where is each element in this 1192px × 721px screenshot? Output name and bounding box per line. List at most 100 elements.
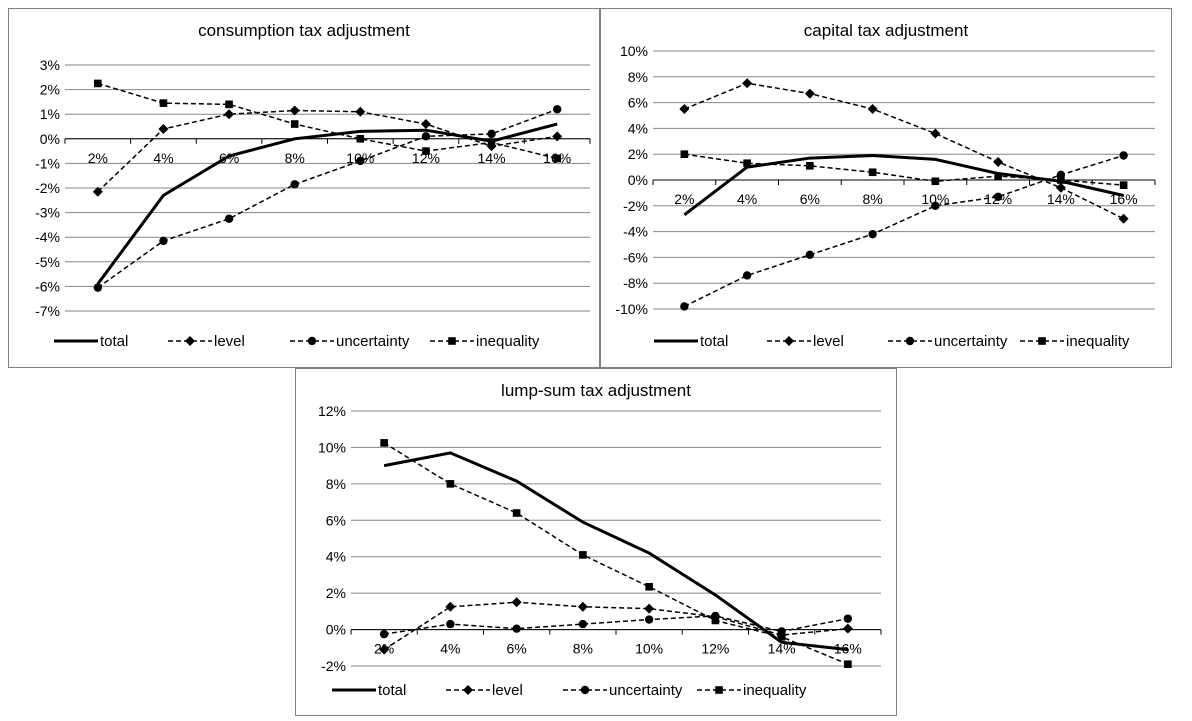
y-tick-label: -2% bbox=[321, 658, 346, 674]
data-point-level bbox=[842, 623, 853, 634]
data-point-inequality bbox=[380, 439, 388, 447]
legend-marker-uncertainty bbox=[307, 336, 317, 346]
series-line-total bbox=[96, 122, 558, 285]
data-point-uncertainty bbox=[379, 629, 389, 639]
y-tick-label: 6% bbox=[326, 512, 346, 528]
data-point-inequality bbox=[777, 633, 786, 641]
data-point-inequality bbox=[743, 159, 751, 168]
data-point-level bbox=[158, 123, 169, 134]
y-tick-label: -3% bbox=[35, 205, 60, 221]
x-tick-label: 10% bbox=[921, 191, 949, 207]
gridlines bbox=[65, 64, 590, 312]
y-tick-label: 2% bbox=[40, 82, 60, 98]
y-tick-label: 2% bbox=[326, 585, 346, 601]
x-tick-label: 2% bbox=[674, 191, 694, 207]
x-tick-label: 4% bbox=[737, 191, 757, 207]
data-point-uncertainty bbox=[421, 132, 431, 141]
legend-marker-level bbox=[463, 685, 473, 695]
x-tick-label: 14% bbox=[1047, 191, 1075, 207]
data-point-inequality bbox=[579, 551, 587, 559]
y-tick-label: -1% bbox=[35, 155, 60, 171]
chart-frame bbox=[295, 368, 897, 716]
data-point-level bbox=[644, 603, 655, 614]
data-point-level bbox=[379, 644, 390, 655]
chart-panel-lump-sum: lump-sum tax adjustment 12% 10% 8% 6% 4% 2% 0% -… bbox=[295, 368, 897, 716]
y-tick-label: -6% bbox=[623, 249, 648, 265]
data-point-level bbox=[577, 601, 588, 612]
series-level bbox=[679, 78, 1129, 224]
y-tick-label: 8% bbox=[628, 69, 648, 85]
data-point-level bbox=[742, 78, 753, 89]
data-point-uncertainty bbox=[680, 302, 689, 311]
data-point-inequality bbox=[994, 172, 1002, 180]
data-point-inequality bbox=[159, 99, 168, 107]
data-point-inequality bbox=[446, 480, 455, 488]
data-point-uncertainty bbox=[512, 624, 521, 633]
legend-marker-level bbox=[185, 336, 195, 346]
chart-title: capital tax adjustment bbox=[804, 21, 969, 40]
data-point-uncertainty bbox=[159, 236, 168, 246]
chart-frame bbox=[600, 8, 1172, 368]
data-point-inequality bbox=[356, 135, 365, 143]
data-point-uncertainty bbox=[578, 619, 588, 629]
data-point-uncertainty bbox=[487, 129, 496, 139]
data-point-level bbox=[224, 109, 235, 120]
legend-label-uncertainty: uncertainty bbox=[609, 682, 683, 699]
data-point-level bbox=[92, 186, 103, 197]
series-line-uncertainty bbox=[97, 108, 558, 289]
legend-label-level: level bbox=[813, 333, 844, 350]
series-line-level bbox=[383, 601, 848, 651]
chart-panel-consumption: consumption tax adjustment 3% 2% 1% 0% -1% -2%… bbox=[8, 8, 600, 368]
y-tick-label: 12% bbox=[318, 403, 346, 419]
gridlines bbox=[351, 410, 881, 667]
chart-title: consumption tax adjustment bbox=[198, 21, 410, 40]
data-point-uncertainty bbox=[93, 283, 103, 292]
data-point-inequality bbox=[680, 150, 689, 158]
legend-label-inequality: inequality bbox=[743, 682, 807, 699]
y-tick-label: 6% bbox=[628, 95, 648, 111]
data-point-inequality bbox=[487, 138, 496, 147]
x-tick-label: 14% bbox=[478, 150, 506, 166]
y-tick-label: -4% bbox=[35, 229, 60, 245]
data-point-inequality bbox=[512, 509, 521, 517]
series-line-level bbox=[97, 109, 558, 193]
y-tick-label: -2% bbox=[623, 198, 648, 214]
data-point-level bbox=[1055, 182, 1066, 193]
x-tick-label: 4% bbox=[440, 641, 460, 657]
data-point-inequality bbox=[553, 154, 561, 163]
data-point-inequality bbox=[711, 616, 720, 625]
data-point-inequality bbox=[844, 660, 852, 668]
series-inequality bbox=[94, 79, 561, 163]
series-total bbox=[96, 122, 558, 285]
legend-marker-uncertainty bbox=[580, 685, 590, 695]
data-point-level bbox=[355, 106, 366, 117]
y-tick-label: -7% bbox=[35, 303, 60, 319]
data-point-inequality bbox=[1119, 181, 1128, 189]
y-tick-label: -2% bbox=[35, 180, 60, 196]
x-tick-label: 8% bbox=[863, 191, 883, 207]
legend-label-level: level bbox=[214, 333, 245, 350]
series-uncertainty bbox=[93, 105, 562, 292]
legend-label-uncertainty: uncertainty bbox=[336, 333, 410, 350]
data-point-uncertainty bbox=[843, 614, 853, 623]
series-line-uncertainty bbox=[684, 154, 1124, 308]
x-tick-label: 12% bbox=[412, 150, 440, 166]
y-tick-label: 0% bbox=[628, 172, 648, 188]
data-point-uncertainty bbox=[552, 105, 562, 114]
data-point-level bbox=[420, 119, 431, 130]
data-point-uncertainty bbox=[868, 229, 877, 239]
x-tick-label: 6% bbox=[507, 641, 527, 657]
chart-panel-capital: capital tax adjustment 10% 8% 6% 4% 2% 0% -2% -4… bbox=[600, 8, 1172, 368]
data-point-level bbox=[930, 128, 941, 139]
y-tick-label: 0% bbox=[326, 622, 346, 638]
legend-marker-level bbox=[784, 336, 794, 346]
data-point-level bbox=[804, 88, 815, 99]
legend-label-uncertainty: uncertainty bbox=[934, 333, 1008, 350]
y-tick-label: 1% bbox=[40, 106, 60, 122]
legend-label-level: level bbox=[492, 682, 523, 699]
data-point-uncertainty bbox=[290, 180, 299, 189]
data-point-level bbox=[867, 104, 878, 115]
data-point-level bbox=[1118, 213, 1129, 224]
chart-title: lump-sum tax adjustment bbox=[501, 381, 691, 400]
data-point-inequality bbox=[225, 100, 233, 109]
